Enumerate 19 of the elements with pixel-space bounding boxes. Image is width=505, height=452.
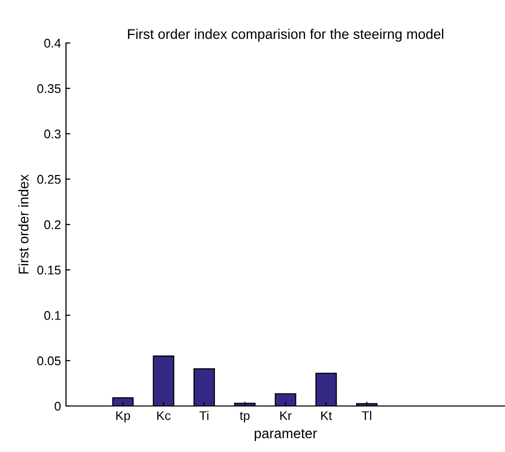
chart-title: First order index comparision for the steeirng model <box>128 28 444 42</box>
y-tick-label: 0.15 <box>37 266 61 275</box>
y-tick-label: 0 <box>54 402 61 411</box>
y-tick-label: 0.2 <box>44 220 61 230</box>
x-tick-label: Kr <box>280 411 292 420</box>
x-tick-label: Kt <box>321 411 332 420</box>
y-tick-label: 0.1 <box>44 311 61 320</box>
y-tick-label: 0.35 <box>37 84 61 94</box>
y-tick-label: 0.4 <box>44 38 61 48</box>
x-tick-label: Kp <box>116 411 130 423</box>
y-tick-label: 0.05 <box>37 356 61 366</box>
x-tick-label: Tl <box>362 410 372 420</box>
x-axis-title: parameter <box>254 429 317 442</box>
x-tick-label: tp <box>240 412 250 423</box>
y-tick-label: 0.3 <box>44 130 61 138</box>
y-axis-title: First order index <box>18 174 29 274</box>
x-tick-label: Ti <box>200 410 208 420</box>
x-tick-label: Kc <box>157 411 171 420</box>
y-tick-label: 0.25 <box>37 174 61 184</box>
